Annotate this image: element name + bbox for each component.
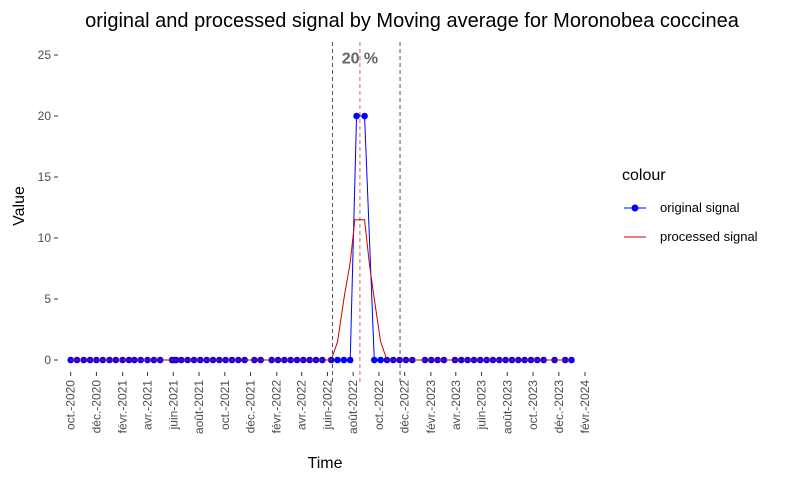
x-tick-label: oct.-2023 <box>526 380 540 430</box>
legend-marker-original <box>631 204 639 212</box>
data-point <box>370 356 378 364</box>
chart-title: original and processed signal by Moving … <box>85 10 740 32</box>
legend-label-processed: processed signal <box>660 229 758 244</box>
x-tick-label: avr.-2023 <box>449 380 463 430</box>
series-original-signal <box>67 112 575 364</box>
data-point <box>377 356 384 364</box>
x-axis-label: Time <box>308 455 343 472</box>
data-point <box>67 356 74 364</box>
reference-lines <box>331 42 401 382</box>
y-tick-label: 20 <box>38 109 52 123</box>
annotation-label: 20 % <box>342 50 378 67</box>
x-tick-label: août-2022 <box>346 380 360 434</box>
x-tick-label: déc.-2023 <box>552 380 566 434</box>
data-point <box>340 356 348 364</box>
data-point <box>346 356 354 364</box>
x-tick-label: avr.-2022 <box>295 380 309 430</box>
data-point <box>361 112 368 120</box>
y-axis: 0 5 10 15 20 25 <box>38 48 58 367</box>
x-tick-label: août-2021 <box>192 380 206 434</box>
x-tick-label: juin-2022 <box>320 380 334 431</box>
plot-area: 0 5 10 15 20 25 oct.-2020 déc.-2020 févr.-2021 a… <box>38 42 592 434</box>
x-tick-label: août-2023 <box>500 380 514 434</box>
x-tick-label: oct.-2022 <box>372 380 386 430</box>
data-point <box>334 356 341 364</box>
y-tick-label: 0 <box>44 353 51 367</box>
y-tick-label: 10 <box>38 231 52 245</box>
x-tick-label: févr.-2023 <box>424 380 438 434</box>
x-tick-label: févr.-2021 <box>116 380 130 434</box>
x-tick-label: déc.-2022 <box>398 380 412 434</box>
x-tick-label: févr.-2022 <box>270 380 284 434</box>
legend-item-original: original signal <box>624 200 740 215</box>
legend-item-processed: processed signal <box>624 229 758 244</box>
data-point <box>353 112 360 120</box>
x-tick-label: déc.-2020 <box>89 380 103 434</box>
x-tick-label: juin-2023 <box>475 380 489 431</box>
y-tick-label: 5 <box>44 292 51 306</box>
y-tick-label: 25 <box>38 48 52 62</box>
x-tick-label: févr.-2024 <box>578 380 592 434</box>
series-group <box>67 112 575 364</box>
x-axis: oct.-2020 déc.-2020 févr.-2021 avr.-2021 jui… <box>64 372 592 434</box>
x-tick-label: juin-2021 <box>166 380 180 431</box>
x-tick-label: oct.-2020 <box>64 380 78 430</box>
y-tick-label: 15 <box>38 170 52 184</box>
series-line <box>70 115 572 361</box>
x-tick-label: déc.-2021 <box>244 380 258 434</box>
series-line <box>70 219 572 361</box>
x-tick-label: oct.-2021 <box>218 380 232 430</box>
y-axis-label: Value <box>11 186 28 226</box>
legend-label-original: original signal <box>660 200 740 215</box>
legend: colour original signal processed signal <box>622 167 758 244</box>
x-tick-label: avr.-2021 <box>141 380 155 430</box>
series-processed-signal <box>70 219 572 361</box>
legend-title: colour <box>622 167 666 184</box>
